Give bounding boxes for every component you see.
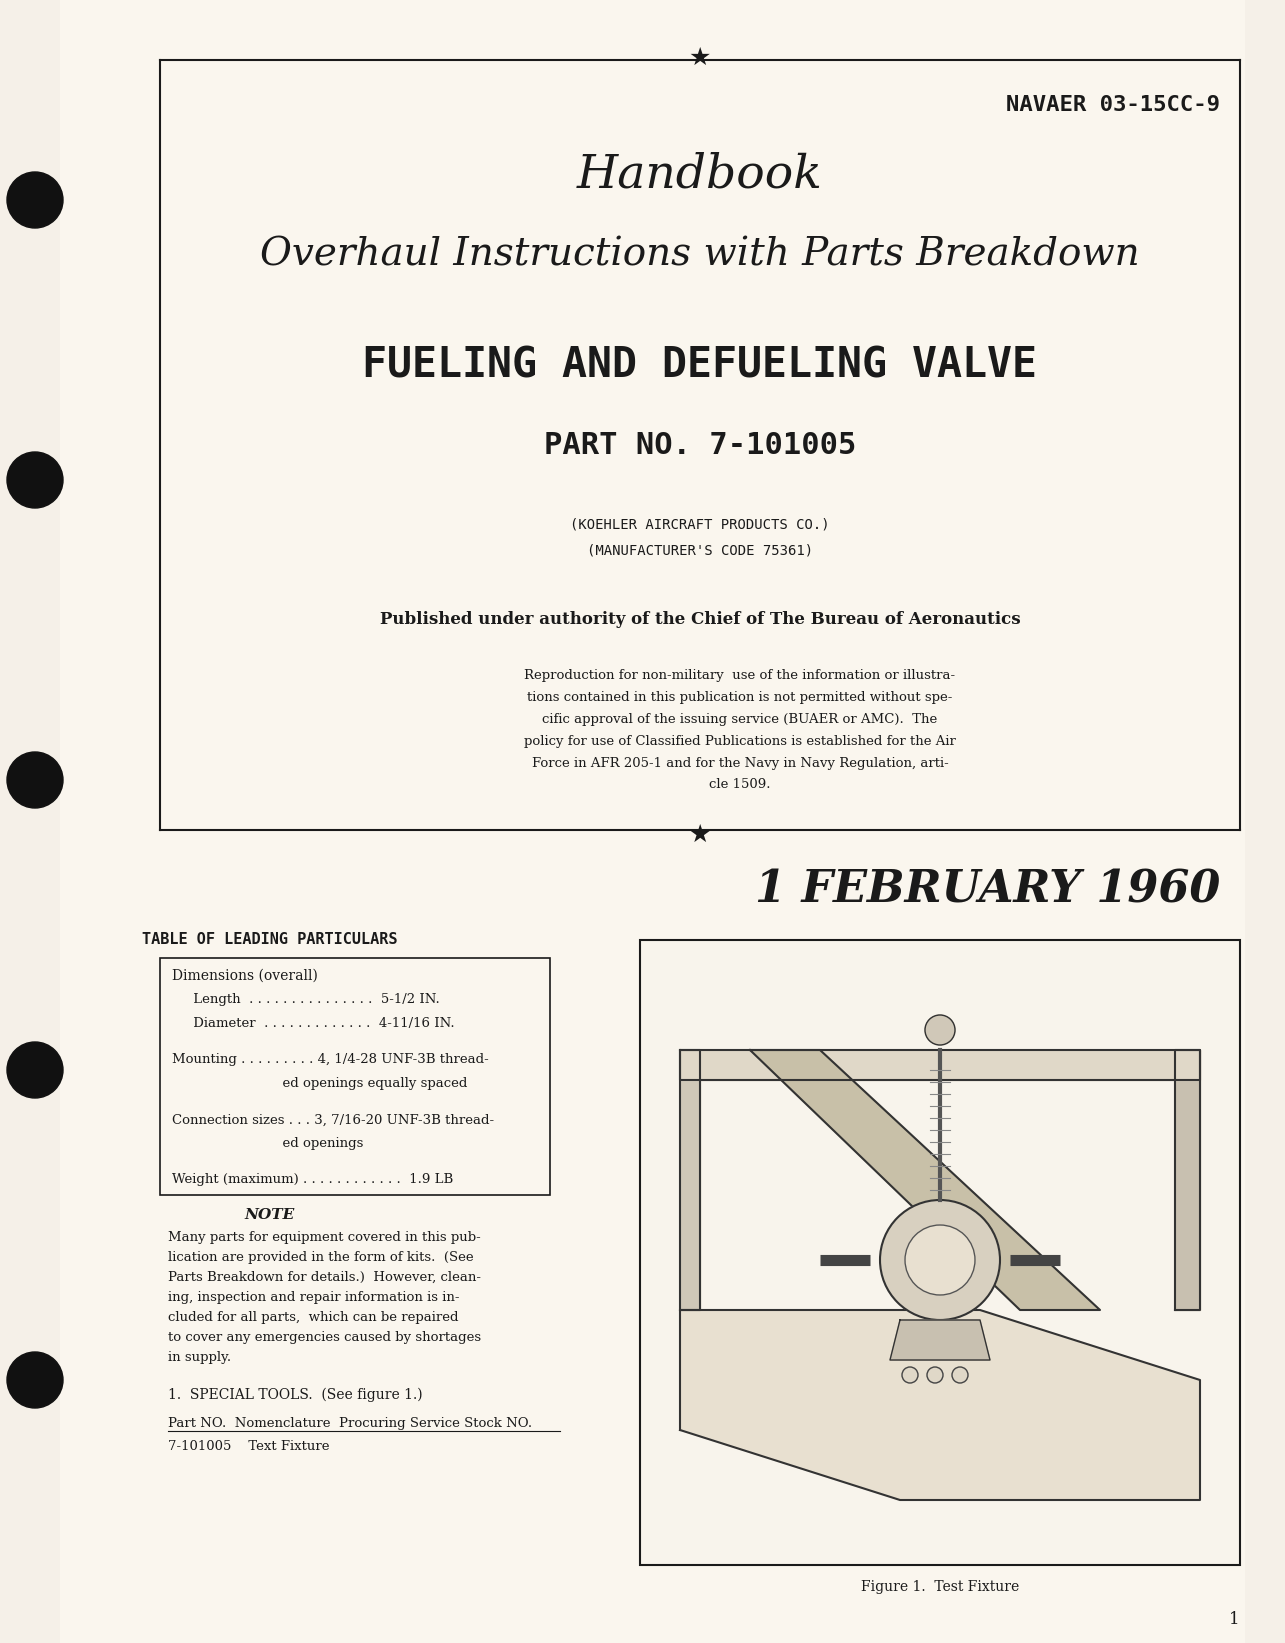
Polygon shape (1174, 1050, 1200, 1309)
Circle shape (6, 173, 63, 228)
Text: Force in AFR 205-1 and for the Navy in Navy Regulation, arti-: Force in AFR 205-1 and for the Navy in N… (532, 756, 948, 769)
Text: NAVAER 03-15CC-9: NAVAER 03-15CC-9 (1006, 95, 1219, 115)
Text: TABLE OF LEADING PARTICULARS: TABLE OF LEADING PARTICULARS (143, 933, 398, 948)
Text: 1.  SPECIAL TOOLS.  (See figure 1.): 1. SPECIAL TOOLS. (See figure 1.) (168, 1388, 423, 1401)
Text: cific approval of the issuing service (BUAER or AMC).  The: cific approval of the issuing service (B… (542, 713, 938, 726)
Bar (640, 940, 1240, 1566)
Circle shape (952, 1367, 968, 1383)
Polygon shape (750, 1050, 1100, 1309)
Circle shape (6, 452, 63, 508)
Text: ed openings: ed openings (172, 1137, 364, 1150)
Text: Connection sizes . . . 3, 7/16-20 UNF-3B thread-: Connection sizes . . . 3, 7/16-20 UNF-3B… (172, 1114, 495, 1127)
Text: Published under authority of the Chief of The Bureau of Aeronautics: Published under authority of the Chief o… (379, 611, 1020, 629)
Text: Overhaul Instructions with Parts Breakdown: Overhaul Instructions with Parts Breakdo… (260, 237, 1140, 273)
Circle shape (926, 1367, 943, 1383)
Polygon shape (680, 1309, 1200, 1500)
Polygon shape (680, 1050, 1200, 1079)
Text: Parts Breakdown for details.)  However, clean-: Parts Breakdown for details.) However, c… (168, 1270, 481, 1283)
Text: Part NO.  Nomenclature  Procuring Service Stock NO.: Part NO. Nomenclature Procuring Service … (168, 1416, 532, 1429)
Circle shape (905, 1226, 975, 1295)
Text: ★: ★ (689, 46, 711, 71)
Text: 1: 1 (1230, 1612, 1240, 1628)
Circle shape (925, 1015, 955, 1045)
Text: 7-101005    Text Fixture: 7-101005 Text Fixture (168, 1441, 329, 1454)
Text: (KOEHLER AIRCRAFT PRODUCTS CO.): (KOEHLER AIRCRAFT PRODUCTS CO.) (571, 518, 830, 532)
Text: in supply.: in supply. (168, 1351, 231, 1364)
Text: NOTE: NOTE (245, 1208, 296, 1222)
Text: PART NO. 7-101005: PART NO. 7-101005 (544, 430, 856, 460)
Text: cle 1509.: cle 1509. (709, 779, 771, 792)
Text: tions contained in this publication is not permitted without spe-: tions contained in this publication is n… (527, 690, 952, 703)
Polygon shape (891, 1319, 989, 1360)
Text: Reproduction for non-military  use of the information or illustra-: Reproduction for non-military use of the… (524, 669, 956, 682)
Text: Mounting . . . . . . . . . 4, 1/4-28 UNF-3B thread-: Mounting . . . . . . . . . 4, 1/4-28 UNF… (172, 1053, 488, 1066)
Circle shape (902, 1367, 917, 1383)
Polygon shape (680, 1050, 700, 1309)
Circle shape (6, 1042, 63, 1098)
Circle shape (880, 1199, 1000, 1319)
Text: Dimensions (overall): Dimensions (overall) (172, 969, 317, 983)
Text: Handbook: Handbook (577, 153, 822, 197)
Text: (MANUFACTURER'S CODE 75361): (MANUFACTURER'S CODE 75361) (587, 542, 813, 557)
Text: Figure 1.  Test Fixture: Figure 1. Test Fixture (861, 1581, 1019, 1594)
Text: ing, inspection and repair information is in-: ing, inspection and repair information i… (168, 1290, 460, 1303)
Text: ★: ★ (689, 823, 711, 848)
Text: 1 FEBRUARY 1960: 1 FEBRUARY 1960 (754, 869, 1219, 912)
Text: FUELING AND DEFUELING VALVE: FUELING AND DEFUELING VALVE (362, 343, 1037, 386)
Text: ed openings equally spaced: ed openings equally spaced (172, 1078, 468, 1091)
Text: Length  . . . . . . . . . . . . . . .  5-1/2 IN.: Length . . . . . . . . . . . . . . . 5-1… (172, 994, 439, 1007)
Bar (161, 958, 550, 1194)
Text: Weight (maximum) . . . . . . . . . . . .  1.9 LB: Weight (maximum) . . . . . . . . . . . .… (172, 1173, 454, 1186)
Text: Many parts for equipment covered in this pub-: Many parts for equipment covered in this… (168, 1231, 481, 1244)
Text: to cover any emergencies caused by shortages: to cover any emergencies caused by short… (168, 1331, 481, 1344)
Circle shape (6, 752, 63, 808)
Text: cluded for all parts,  which can be repaired: cluded for all parts, which can be repai… (168, 1311, 459, 1324)
Text: lication are provided in the form of kits.  (See: lication are provided in the form of kit… (168, 1250, 474, 1263)
Circle shape (6, 1352, 63, 1408)
Text: Diameter  . . . . . . . . . . . . .  4-11/16 IN.: Diameter . . . . . . . . . . . . . 4-11/… (172, 1017, 455, 1030)
Text: policy for use of Classified Publications is established for the Air: policy for use of Classified Publication… (524, 734, 956, 748)
